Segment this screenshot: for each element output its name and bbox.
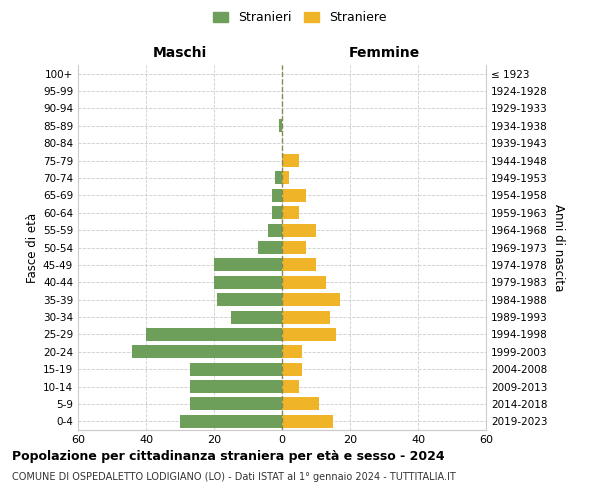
Bar	[214, 258, 282, 272]
Bar	[272, 206, 282, 220]
Bar	[190, 362, 282, 376]
Legend: Stranieri, Straniere: Stranieri, Straniere	[208, 6, 392, 29]
Bar	[282, 293, 340, 306]
Bar	[190, 398, 282, 410]
Bar	[146, 328, 282, 341]
Bar	[282, 346, 302, 358]
Bar	[268, 224, 282, 236]
Bar	[282, 224, 316, 236]
Bar	[275, 172, 282, 184]
Text: Maschi: Maschi	[153, 46, 207, 60]
Text: Popolazione per cittadinanza straniera per età e sesso - 2024: Popolazione per cittadinanza straniera p…	[12, 450, 445, 463]
Bar	[282, 172, 289, 184]
Bar	[282, 362, 302, 376]
Bar	[282, 276, 326, 289]
Bar	[278, 120, 282, 132]
Bar	[180, 415, 282, 428]
Bar	[282, 380, 299, 393]
Bar	[214, 276, 282, 289]
Bar	[282, 415, 333, 428]
Bar	[282, 154, 299, 167]
Bar	[282, 398, 319, 410]
Text: Femmine: Femmine	[349, 46, 419, 60]
Bar	[282, 310, 329, 324]
Bar	[282, 241, 306, 254]
Text: COMUNE DI OSPEDALETTO LODIGIANO (LO) - Dati ISTAT al 1° gennaio 2024 - TUTTITALI: COMUNE DI OSPEDALETTO LODIGIANO (LO) - D…	[12, 472, 456, 482]
Y-axis label: Fasce di età: Fasce di età	[26, 212, 39, 282]
Bar	[133, 346, 282, 358]
Bar	[231, 310, 282, 324]
Bar	[282, 189, 306, 202]
Bar	[282, 328, 337, 341]
Y-axis label: Anni di nascita: Anni di nascita	[552, 204, 565, 291]
Bar	[217, 293, 282, 306]
Bar	[282, 206, 299, 220]
Bar	[190, 380, 282, 393]
Bar	[272, 189, 282, 202]
Bar	[282, 258, 316, 272]
Bar	[258, 241, 282, 254]
